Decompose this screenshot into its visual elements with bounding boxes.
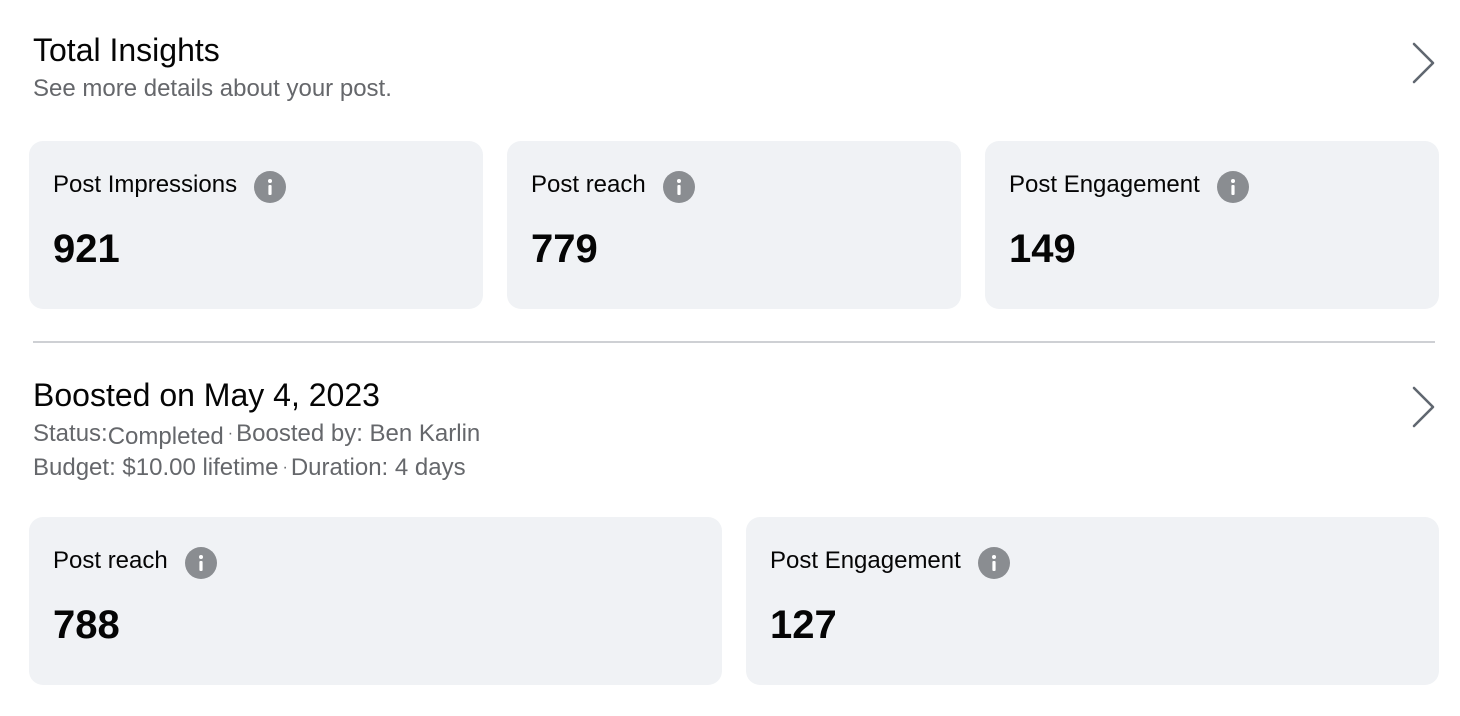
info-icon[interactable] [184,547,217,579]
metric-value: 788 [53,603,120,647]
boost-header[interactable]: Boosted on May 4, 2023 Status:Completed ·… [33,376,1436,483]
info-icon[interactable] [662,171,695,203]
total-insights-subtitle: See more details about your post. [33,75,392,102]
section-divider [33,341,1435,343]
metric-label: Post Engagement [770,547,961,574]
metric-label: Post reach [53,547,168,574]
info-icon[interactable] [254,171,287,203]
separator-dot: · [227,425,234,442]
boost-title: Boosted on May 4, 2023 [33,377,380,413]
duration: Duration: 4 days [290,454,466,481]
info-icon[interactable] [1216,171,1249,203]
separator-dot: · [282,459,288,476]
boost-budget-line: Budget: $10.00 lifetime · Duration: 4 days [33,452,1436,483]
metric-value: 149 [1009,227,1076,271]
boost-status-line: Status:Completed · Boosted by: Ben Karlin [33,418,1436,452]
metric-card-post-engagement: Post Engagement 149 [985,141,1439,309]
status-value: Completed [107,423,224,450]
total-insights-header[interactable]: Total Insights See more details about yo… [33,31,1436,104]
metric-label: Post reach [531,171,646,198]
total-insights-title: Total Insights [33,32,220,68]
metric-value: 127 [770,603,837,647]
metric-label: Post Impressions [53,171,238,198]
boost-card-post-engagement: Post Engagement 127 [746,517,1439,685]
metric-label: Post Engagement [1009,171,1200,198]
chevron-right-icon[interactable] [1408,385,1438,429]
status-label: Status: [33,420,108,447]
boost-card-post-reach: Post reach 788 [29,517,722,685]
chevron-right-icon[interactable] [1408,41,1438,85]
boosted-by: Boosted by: Ben Karlin [236,420,481,447]
metric-value: 921 [53,227,120,271]
metric-value: 779 [531,227,598,271]
metric-card-post-reach: Post reach 779 [507,141,961,309]
info-icon[interactable] [977,547,1010,579]
budget: Budget: $10.00 lifetime [33,454,279,481]
metric-card-post-impressions: Post Impressions 921 [29,141,483,309]
